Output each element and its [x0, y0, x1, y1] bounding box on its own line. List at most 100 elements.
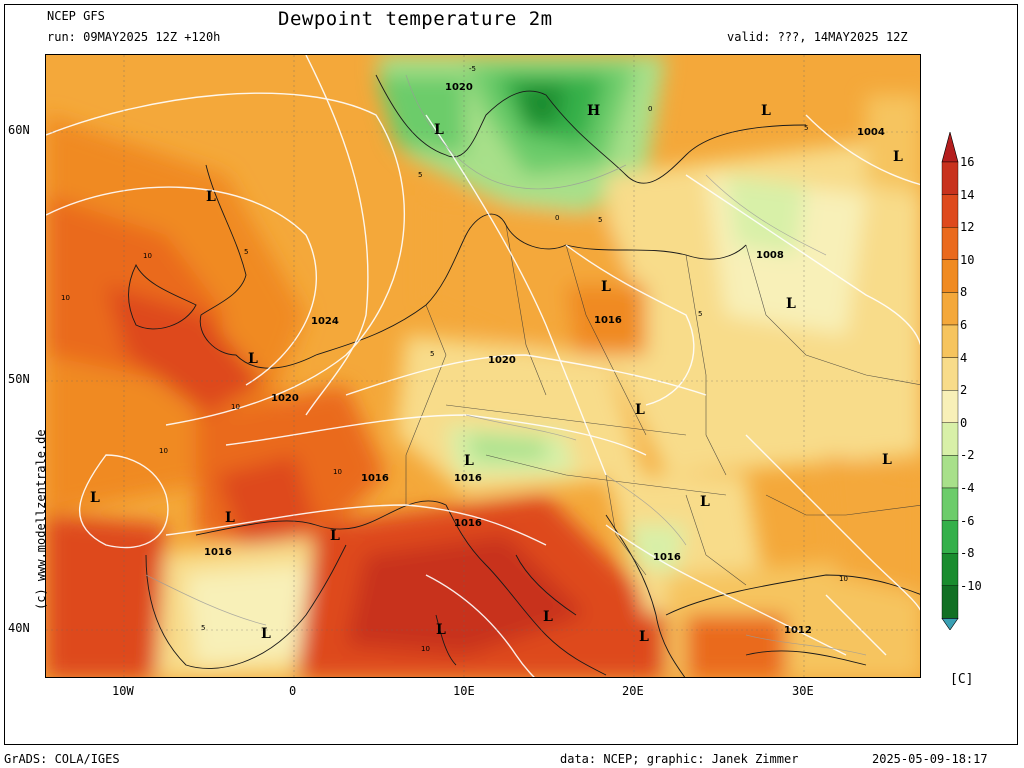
- colorbar-tick-label: 4: [960, 350, 968, 365]
- colorbar-tick-label: 12: [960, 220, 975, 235]
- low-pressure-symbol: L: [882, 452, 892, 468]
- isobar-label: 1020: [445, 82, 473, 93]
- isobar-label: 1016: [361, 473, 389, 484]
- isobar-label: 1020: [488, 355, 516, 366]
- low-pressure-symbol: L: [434, 122, 444, 138]
- isobar-label: 1016: [454, 518, 482, 529]
- low-pressure-symbol: L: [330, 528, 340, 544]
- colorbar-bottom-arrow: [941, 618, 959, 630]
- figure-frame: [4, 4, 1018, 745]
- contour-label: -5: [469, 65, 476, 73]
- low-pressure-symbol: L: [225, 510, 235, 526]
- contour-label: 10: [159, 447, 168, 455]
- model-name: NCEP GFS: [47, 9, 105, 23]
- map-title: Dewpoint temperature 2m: [278, 8, 553, 30]
- contour-label: 10: [61, 294, 70, 302]
- graticule: [46, 55, 920, 677]
- isobar-label: 1016: [204, 547, 232, 558]
- contour-label: 10: [231, 403, 240, 411]
- colorbar-tick-label: 10: [960, 252, 975, 267]
- contour-label: 5: [804, 124, 808, 132]
- low-pressure-symbol: L: [261, 626, 271, 642]
- colorbar: [941, 132, 959, 630]
- contour-label: 5: [598, 216, 602, 224]
- colorbar-tick-label: 16: [960, 155, 975, 169]
- contour-label: 5: [698, 310, 702, 318]
- low-pressure-symbol: L: [635, 402, 645, 418]
- colorbar-top-arrow: [941, 132, 959, 163]
- lat-label-40n: 40N: [8, 621, 30, 635]
- contour-label: 10: [143, 252, 152, 260]
- colorbar-segment: [941, 324, 959, 358]
- lon-label-20e: 20E: [622, 684, 644, 698]
- lon-label-10e: 10E: [453, 684, 475, 698]
- colorbar-segment: [941, 455, 959, 489]
- isobar-label: 1024: [311, 316, 339, 327]
- low-pressure-symbol: L: [786, 296, 796, 312]
- colorbar-segment: [941, 390, 959, 424]
- isobars: [46, 55, 920, 677]
- colorbar-tick-label: 0: [960, 415, 968, 430]
- colorbar-tick-label: 14: [960, 187, 975, 202]
- colorbar-segment: [941, 194, 959, 228]
- colorbar-segment: [941, 292, 959, 326]
- isobar-label: 1012: [784, 625, 812, 636]
- low-pressure-symbol: L: [700, 494, 710, 510]
- isobar-label: 1016: [653, 552, 681, 563]
- dewpoint-field: [46, 55, 920, 677]
- dewpoint-map[interactable]: 1020 1024 1020 1020 1016 1016 1016 1016 …: [45, 54, 921, 678]
- isobar-label: 1016: [594, 315, 622, 326]
- colorbar-segment: [941, 487, 959, 521]
- colorbar-segment: [941, 422, 959, 456]
- contour-label: 10: [333, 468, 342, 476]
- colorbar-segment: [941, 259, 959, 293]
- dewpoint-contours: [145, 74, 867, 656]
- low-pressure-symbol: L: [206, 189, 216, 205]
- low-pressure-symbol: L: [543, 609, 553, 625]
- isobar-label: 1004: [857, 127, 885, 138]
- contour-label: 5: [418, 171, 422, 179]
- footer-software: GrADS: COLA/IGES: [4, 752, 120, 766]
- colorbar-segment: [941, 553, 959, 587]
- low-pressure-symbol: L: [248, 351, 258, 367]
- website-credit: (c) www.modellzentrale.de: [34, 429, 48, 610]
- colorbar-tick-label: 2: [960, 383, 968, 398]
- low-pressure-symbol: L: [464, 453, 474, 469]
- isobar-label: 1008: [756, 250, 784, 261]
- lat-label-60n: 60N: [8, 123, 30, 137]
- contour-label: 5: [201, 624, 205, 632]
- contour-label: 10: [421, 645, 430, 653]
- contour-label: 0: [648, 105, 652, 113]
- colorbar-segment: [941, 226, 959, 260]
- low-pressure-symbol: L: [761, 103, 771, 119]
- colorbar-tick-label: 6: [960, 318, 968, 332]
- run-time: run: 09MAY2025 12Z +120h: [47, 30, 221, 44]
- valid-time: valid: ???, 14MAY2025 12Z: [727, 30, 908, 44]
- lon-label-30e: 30E: [792, 684, 814, 698]
- colorbar-segment: [941, 520, 959, 554]
- lat-label-50n: 50N: [8, 372, 30, 386]
- contour-label: 0: [555, 214, 559, 222]
- colorbar-tick-label: -2: [960, 448, 975, 463]
- footer-timestamp: 2025-05-09-18:17: [872, 752, 988, 766]
- lon-label-10w: 10W: [112, 684, 134, 698]
- colorbar-tick-label: -10: [960, 578, 982, 593]
- colorbar-tick-label: -4: [960, 481, 975, 495]
- lon-label-0: 0: [289, 684, 297, 698]
- contour-label: 5: [244, 248, 248, 256]
- contour-label: 10: [839, 575, 848, 583]
- isobar-label: 1020: [271, 393, 299, 404]
- map-canvas: 1020 1024 1020 1020 1016 1016 1016 1016 …: [46, 55, 920, 677]
- contour-label: 5: [430, 350, 434, 358]
- colorbar-segment: [941, 161, 959, 195]
- colorbar-tick-label: 8: [960, 285, 968, 300]
- footer-data-credit: data: NCEP; graphic: Janek Zimmer: [560, 752, 799, 766]
- colorbar-segment: [941, 585, 959, 619]
- low-pressure-symbol: L: [893, 149, 903, 165]
- colorbar-unit: [C]: [950, 672, 974, 687]
- isobar-label: 1016: [454, 473, 482, 484]
- colorbar-tick-label: -6: [960, 513, 975, 528]
- high-pressure-symbol: H: [587, 103, 600, 119]
- colorbar-segment: [941, 357, 959, 391]
- low-pressure-symbol: L: [639, 629, 649, 645]
